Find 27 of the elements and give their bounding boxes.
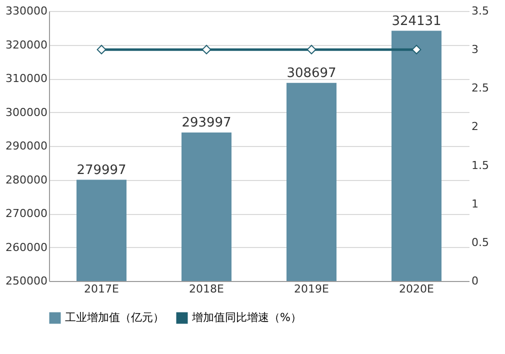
- data-label: 324131: [392, 14, 442, 29]
- y-tick-label: 310000: [6, 72, 48, 85]
- x-tick-label: 2020E: [399, 282, 434, 296]
- data-label: 279997: [76, 162, 126, 178]
- y2-tick-label: 0.5: [472, 236, 489, 249]
- y2-tick-label: 0: [472, 274, 478, 288]
- y-tick-label: 250000: [6, 274, 48, 288]
- legend-label: 增加值同比增速（%）: [191, 311, 302, 324]
- y-tick-label: 260000: [6, 240, 48, 254]
- x-tick-label: 2019E: [294, 282, 330, 296]
- y-tick-label: 280000: [6, 173, 48, 186]
- y-tick-label: 270000: [6, 207, 48, 220]
- y2-tick-label: 1.5: [472, 158, 489, 172]
- y-tick-label: 330000: [6, 4, 48, 18]
- y2-tick-label: 1: [472, 197, 478, 210]
- y-tick-label: 320000: [6, 38, 48, 52]
- y-tick-label: 300000: [6, 106, 48, 119]
- legend-label: 工业增加值（亿元）: [65, 311, 164, 324]
- y2-tick-label: 3: [472, 43, 478, 56]
- y2-tick-label: 2: [472, 120, 478, 134]
- data-label: 293997: [182, 116, 232, 131]
- data-label: 308697: [286, 66, 336, 81]
- x-tick-label: 2018E: [189, 282, 224, 296]
- y2-tick-label: 3.5: [472, 4, 489, 18]
- y-tick-label: 290000: [6, 140, 48, 152]
- x-tick-label: 2017E: [84, 282, 120, 296]
- y2-tick-label: 2.5: [472, 82, 489, 95]
